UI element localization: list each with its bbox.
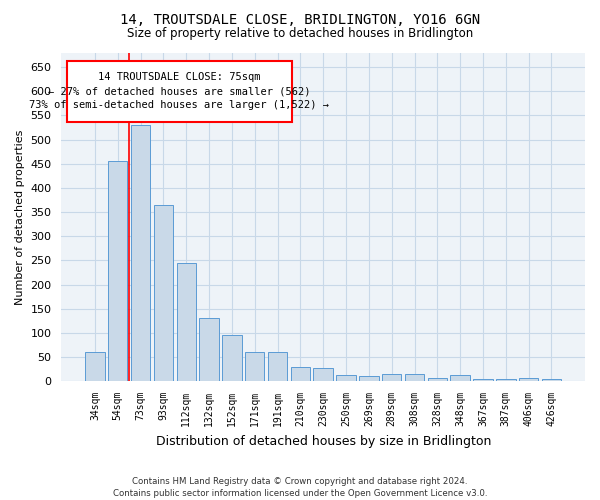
X-axis label: Distribution of detached houses by size in Bridlington: Distribution of detached houses by size … [155,434,491,448]
Bar [496,379,515,381]
Bar [337,376,356,381]
Bar [268,352,287,381]
Text: 14 TROUTSDALE CLOSE: 75sqm
← 27% of detached houses are smaller (562)
73% of sem: 14 TROUTSDALE CLOSE: 75sqm ← 27% of deta… [29,72,329,110]
Bar [108,162,127,381]
Bar [359,376,379,381]
Bar [131,125,150,381]
Bar [451,376,470,381]
FancyBboxPatch shape [67,60,292,122]
Bar [473,379,493,381]
Bar [405,374,424,381]
Bar [222,336,242,381]
Bar [382,374,401,381]
Bar [199,318,219,381]
Bar [290,366,310,381]
Bar [519,378,538,381]
Text: Contains HM Land Registry data © Crown copyright and database right 2024.
Contai: Contains HM Land Registry data © Crown c… [113,476,487,498]
Bar [313,368,333,381]
Y-axis label: Number of detached properties: Number of detached properties [15,129,25,304]
Bar [245,352,265,381]
Text: 14, TROUTSDALE CLOSE, BRIDLINGTON, YO16 6GN: 14, TROUTSDALE CLOSE, BRIDLINGTON, YO16 … [120,12,480,26]
Text: Size of property relative to detached houses in Bridlington: Size of property relative to detached ho… [127,28,473,40]
Bar [428,378,447,381]
Bar [542,379,561,381]
Bar [176,263,196,381]
Bar [154,205,173,381]
Bar [85,352,104,381]
